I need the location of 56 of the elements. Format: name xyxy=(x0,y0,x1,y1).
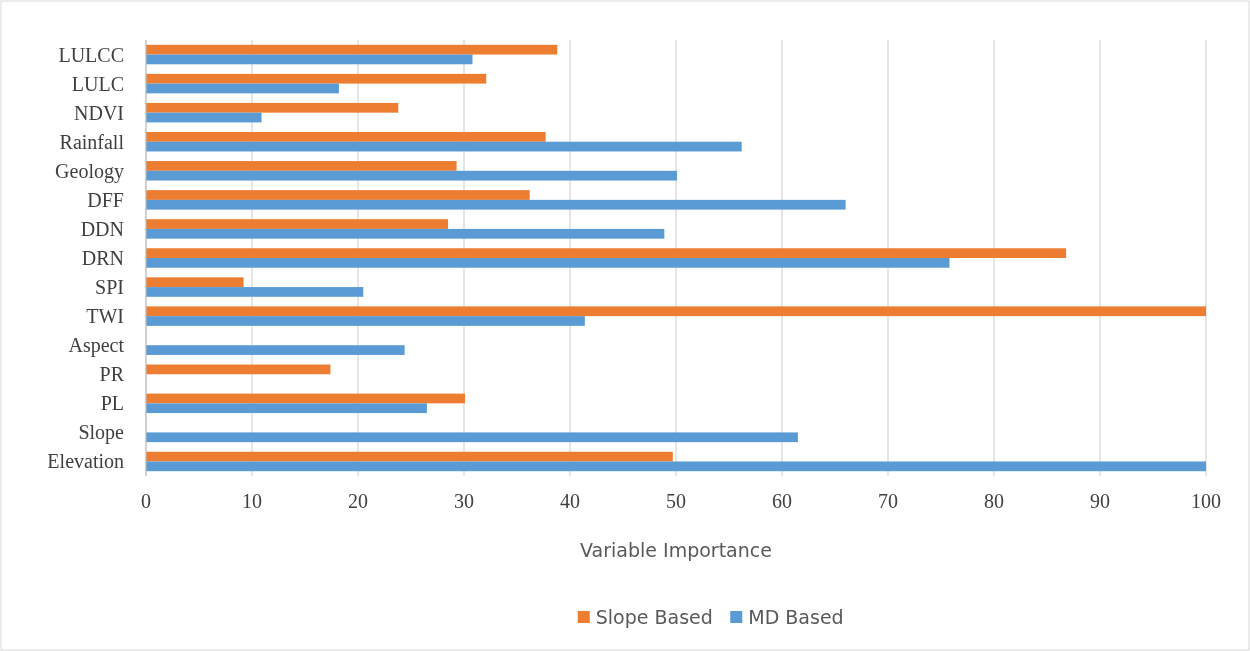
x-tick-label: 80 xyxy=(984,490,1004,512)
bar xyxy=(146,258,950,268)
y-tick-label: Geology xyxy=(55,159,124,183)
y-tick-label: PR xyxy=(99,363,125,386)
y-tick-label: Elevation xyxy=(47,450,124,473)
x-tick-label: 100 xyxy=(1191,490,1221,512)
y-tick-label: Slope xyxy=(78,421,125,445)
bar xyxy=(146,161,457,171)
bar xyxy=(146,54,473,65)
bar xyxy=(146,316,585,326)
bar xyxy=(146,228,665,239)
bar xyxy=(146,132,546,142)
bar xyxy=(146,73,487,84)
bar xyxy=(146,364,331,375)
bar xyxy=(146,393,466,404)
legend-label: Slope Based xyxy=(595,606,713,628)
bar xyxy=(146,199,846,210)
y-tick-label: PL xyxy=(100,392,124,415)
bar xyxy=(146,83,339,94)
x-tick-label: 40 xyxy=(560,490,580,512)
y-tick-label: Rainfall xyxy=(59,130,125,153)
y-tick-label: NDVI xyxy=(74,101,124,124)
bar xyxy=(146,141,742,152)
bar xyxy=(146,345,405,355)
bar xyxy=(146,403,427,414)
y-tick-label: LULCC xyxy=(58,43,124,66)
y-tick-label: LULC xyxy=(71,72,124,95)
x-tick-label: 10 xyxy=(242,490,262,512)
bar xyxy=(146,461,1206,472)
bar xyxy=(146,287,364,297)
x-tick-label: 50 xyxy=(666,490,686,512)
x-tick-label: 70 xyxy=(878,490,898,512)
bar xyxy=(146,306,1206,317)
y-tick-label: TWI xyxy=(86,305,124,328)
bar xyxy=(146,190,530,200)
x-tick-label: 0 xyxy=(141,490,151,512)
y-tick-label: DRN xyxy=(81,247,124,269)
x-tick-label: 20 xyxy=(348,490,368,512)
bar xyxy=(146,248,1067,258)
x-tick-label: 60 xyxy=(772,490,792,512)
bar xyxy=(146,170,678,181)
bar xyxy=(146,44,558,55)
x-tick-label: 30 xyxy=(454,490,474,512)
bar xyxy=(146,451,673,462)
y-tick-label: SPI xyxy=(95,276,124,299)
bar xyxy=(146,219,449,229)
bar xyxy=(146,277,244,288)
y-tick-label: DFF xyxy=(87,188,124,211)
y-tick-label: Aspect xyxy=(68,334,125,358)
x-axis-title: Variable Importance xyxy=(580,539,772,561)
bar xyxy=(146,432,798,443)
y-tick-label: DDN xyxy=(80,217,124,240)
bar xyxy=(146,102,399,113)
bar xyxy=(146,112,262,123)
x-tick-label: 90 xyxy=(1090,490,1110,512)
legend-label: MD Based xyxy=(748,606,844,628)
